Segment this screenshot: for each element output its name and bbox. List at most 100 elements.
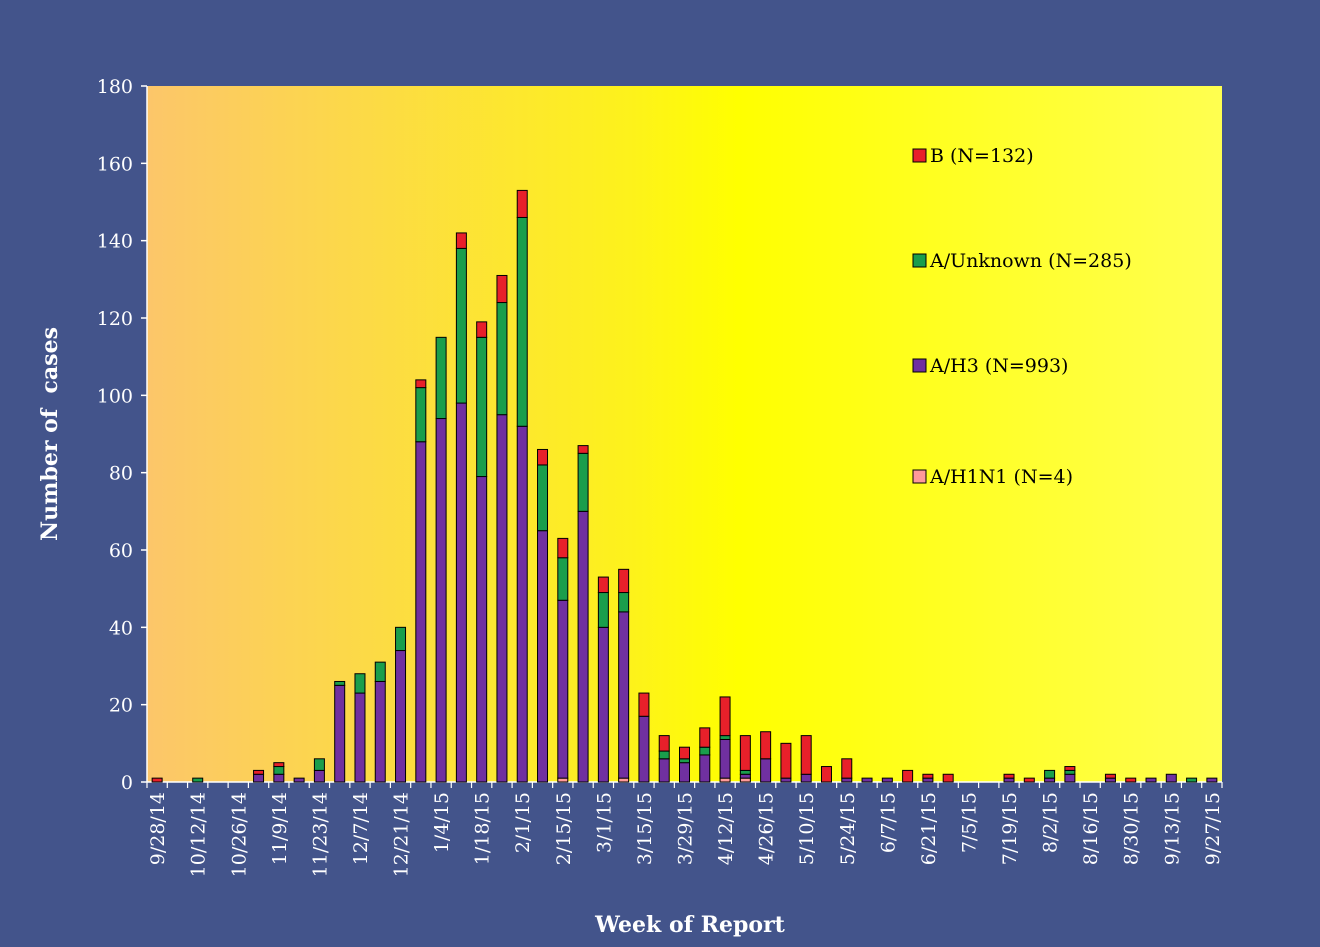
- bar-segment: [739, 769, 751, 775]
- bar-segment: [658, 735, 670, 752]
- bar-segment: [679, 762, 690, 783]
- bar-segment: [476, 336, 488, 478]
- bar-segment: [374, 680, 386, 783]
- bar-segment: [719, 696, 731, 737]
- bar-segment: [1003, 777, 1015, 783]
- bar-segment: [516, 425, 528, 783]
- bar-segment: [253, 773, 265, 783]
- bar-segment: [537, 464, 549, 532]
- bar-segment: [415, 441, 427, 783]
- x-tick-label: 12/21/14: [391, 792, 413, 877]
- bar-segment: [739, 777, 751, 783]
- bar-segment: [760, 731, 772, 760]
- bar-segment: [922, 777, 934, 783]
- bar-segment: [658, 750, 670, 760]
- bar-segment: [253, 769, 265, 775]
- x-tick-label: 9/28/14: [147, 792, 169, 865]
- y-tick-label: 0: [121, 772, 133, 794]
- y-tick-label: 80: [109, 463, 133, 485]
- bar-segment: [476, 476, 488, 783]
- bar-segment: [881, 777, 893, 783]
- bar-segment: [618, 611, 630, 779]
- bar-segment: [313, 769, 325, 783]
- legend-label: B (N=132): [930, 145, 1034, 167]
- bar-segment: [435, 336, 447, 420]
- bar-segment: [1064, 773, 1076, 783]
- x-tick-label: 6/7/15: [877, 792, 899, 853]
- bar-segment: [719, 735, 731, 740]
- x-tick-label: 5/24/15: [837, 792, 859, 865]
- bar-segment: [313, 758, 325, 771]
- bar-segment: [354, 673, 366, 694]
- y-tick-label: 20: [109, 695, 133, 717]
- x-tick-label: 3/29/15: [675, 792, 697, 865]
- bar-segment: [273, 766, 285, 775]
- bar-segment: [496, 302, 508, 416]
- bar-segment: [557, 777, 569, 783]
- bar-segment: [395, 650, 407, 783]
- y-tick-label: 60: [109, 540, 133, 562]
- x-tick-label: 11/9/14: [269, 792, 291, 865]
- bar-segment: [800, 735, 812, 775]
- bar-segment: [1023, 777, 1035, 783]
- bar-segment: [922, 773, 934, 779]
- bar-segment: [435, 418, 447, 783]
- y-tick-label: 180: [97, 76, 133, 98]
- y-tick-label: 100: [97, 385, 133, 407]
- y-axis-title: Number of cases: [37, 327, 63, 541]
- x-tick-label: 2/15/15: [553, 792, 575, 865]
- x-tick-label: 9/27/15: [1202, 792, 1224, 865]
- bar-segment: [1064, 769, 1076, 775]
- bar-segment: [638, 715, 650, 783]
- bar-segment: [557, 557, 569, 601]
- x-tick-label: 4/12/15: [715, 792, 737, 865]
- bar-segment: [1125, 777, 1137, 783]
- bar-segment: [760, 758, 772, 783]
- legend-label: A/Unknown (N=285): [929, 250, 1132, 272]
- x-tick-label: 8/2/15: [1040, 792, 1062, 853]
- bar-segment: [334, 680, 346, 686]
- x-tick-label: 5/10/15: [796, 792, 818, 865]
- plot-area: [147, 86, 1222, 782]
- bar-segment: [1186, 777, 1198, 783]
- x-axis-title: Week of Report: [594, 912, 786, 938]
- bar-segment: [557, 599, 569, 779]
- bar-segment: [374, 661, 386, 682]
- bar-segment: [1044, 777, 1056, 783]
- bar-segment: [618, 777, 630, 783]
- bar-segment: [679, 758, 690, 764]
- bar-segment: [354, 692, 366, 783]
- bar-segment: [739, 773, 751, 779]
- bar-segment: [597, 626, 609, 783]
- bar-segment: [516, 189, 528, 218]
- legend-label: A/H3 (N=993): [929, 355, 1068, 377]
- bar-segment: [496, 414, 508, 783]
- bar-segment: [699, 727, 711, 748]
- bar-segment: [395, 626, 407, 652]
- bar-segment: [679, 746, 690, 760]
- bar-segment: [577, 452, 589, 512]
- bar-segment: [942, 773, 954, 783]
- legend-swatch: [912, 358, 927, 373]
- legend-swatch: [912, 253, 927, 268]
- bar-segment: [597, 576, 609, 594]
- bar-segment: [273, 762, 285, 768]
- x-tick-label: 10/26/14: [228, 792, 250, 877]
- bar-segment: [902, 769, 914, 783]
- bar-segment: [618, 592, 630, 613]
- bar-segment: [1064, 766, 1076, 771]
- bar-segment: [1003, 773, 1015, 779]
- bar-segment: [455, 247, 467, 404]
- bar-segment: [658, 758, 670, 783]
- bar-segment: [1165, 773, 1177, 783]
- bar-segment: [861, 777, 873, 783]
- legend-swatch: [912, 148, 927, 163]
- bar-segment: [557, 537, 569, 559]
- x-tick-label: 7/5/15: [958, 792, 980, 853]
- bar-segment: [577, 510, 589, 783]
- bar-segment: [841, 777, 853, 783]
- bar-segment: [1145, 777, 1157, 783]
- bar-segment: [699, 754, 711, 783]
